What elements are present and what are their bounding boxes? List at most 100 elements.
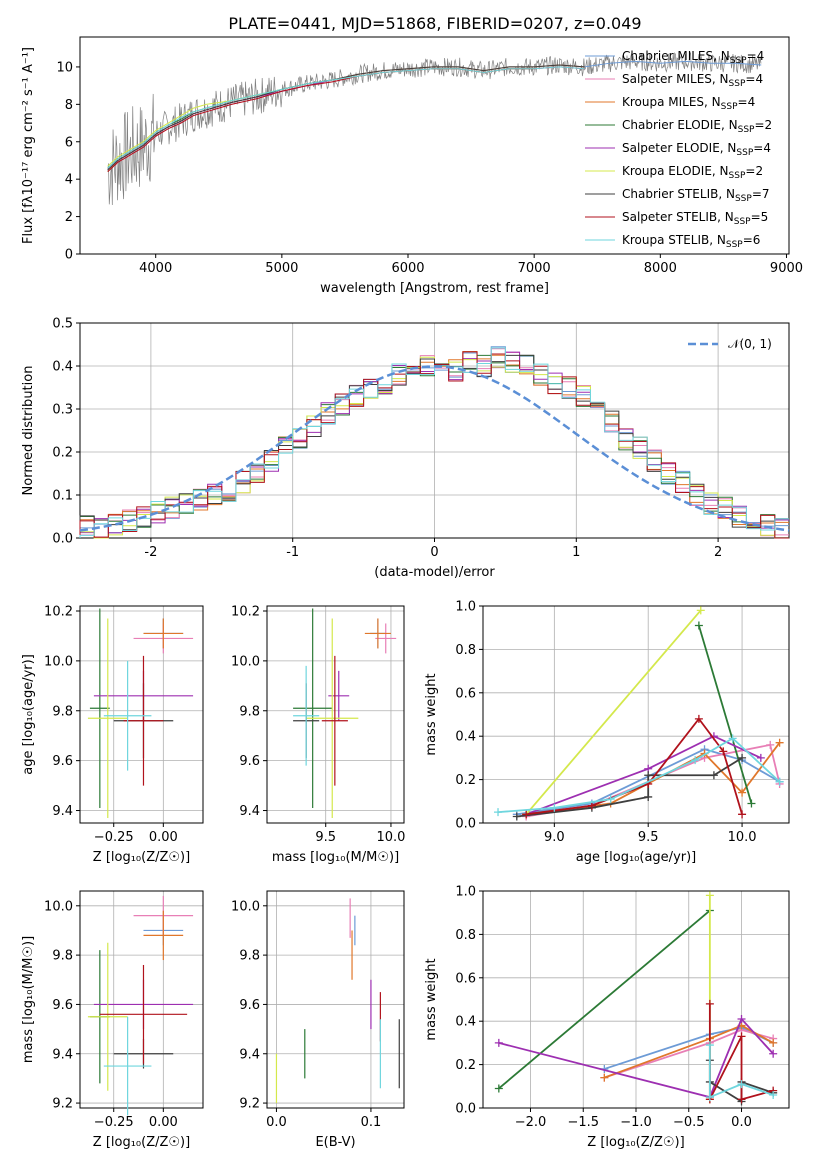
legend-label-kroupa_elodie: Kroupa ELODIE, NSSP=2 xyxy=(622,164,763,181)
marker-chabrier_elodie xyxy=(694,621,703,630)
legend-subscript: SSP xyxy=(736,148,753,158)
x-tick-label: -2 xyxy=(144,545,157,560)
x-axis-label: E(B-V) xyxy=(315,1135,355,1150)
x-tick-label: 0.00 xyxy=(149,1115,178,1130)
y-axis-label: Flux [fλ10⁻¹⁷ erg cm⁻² s⁻¹ A⁻¹] xyxy=(21,47,36,244)
y-tick-label: 0.4 xyxy=(52,360,73,375)
x-axis-label: (data-model)/error xyxy=(374,565,495,580)
marker-salpeter_stelib xyxy=(737,1095,746,1104)
x-tick-label: 10.0 xyxy=(376,830,405,845)
marker-kroupa_stelib xyxy=(775,777,784,786)
marker-kroupa_miles xyxy=(738,788,747,797)
line-salpeter_elodie xyxy=(525,735,762,816)
y-tick-label: 9.4 xyxy=(52,1047,73,1062)
y-tick-label: 0.8 xyxy=(455,928,476,943)
x-tick-label: −2.0 xyxy=(515,1115,547,1130)
y-tick-label: 9.2 xyxy=(239,1097,260,1112)
line-kroupa_stelib xyxy=(708,1045,774,1099)
y-tick-label: 0.6 xyxy=(455,686,476,701)
x-tick-label: −1.0 xyxy=(620,1115,652,1130)
legend-subscript: SSP xyxy=(729,171,746,181)
legend-count: =2 xyxy=(745,164,763,178)
y-tick-label: 9.6 xyxy=(239,754,260,769)
figure-title: PLATE=0441, MJD=51868, FIBERID=0207, z=0… xyxy=(228,14,641,33)
legend-subscript: SSP xyxy=(729,79,746,89)
x-tick-label: 0.1 xyxy=(361,1115,382,1130)
marker-kroupa_stelib xyxy=(691,756,700,765)
marker-chabrier_elodie xyxy=(494,1084,503,1093)
x-tick-label: 0.00 xyxy=(149,830,178,845)
y-tick-label: 10.0 xyxy=(44,899,73,914)
axes-frame xyxy=(79,890,204,1109)
marker-kroupa_miles xyxy=(600,1073,609,1082)
marker-kroupa_elodie xyxy=(705,891,714,900)
x-tick-label: −0.25 xyxy=(94,1115,134,1130)
legend-subscript: SSP xyxy=(734,217,751,227)
x-tick-label: 2 xyxy=(714,545,722,560)
y-tick-label: 10 xyxy=(56,60,73,75)
legend-label-normal: 𝒩(0, 1) xyxy=(728,337,772,351)
x-tick-label: 4000 xyxy=(139,261,172,276)
marker-kroupa_stelib xyxy=(728,734,737,743)
legend-label-kroupa_miles: Kroupa MILES, NSSP=4 xyxy=(622,95,755,112)
marker-chabrier_stelib xyxy=(644,792,653,801)
marker-kroupa_miles xyxy=(775,738,784,747)
y-tick-label: 0.5 xyxy=(52,317,73,332)
y-tick-label: 0.4 xyxy=(455,730,476,745)
marker-kroupa_stelib xyxy=(737,1080,746,1089)
legend-count: =6 xyxy=(743,233,761,247)
y-tick-label: 0.3 xyxy=(52,403,73,418)
y-axis-label: Normed distribution xyxy=(21,366,36,496)
marker-salpeter_stelib xyxy=(522,810,531,819)
marker-chabrier_elodie xyxy=(747,799,756,808)
legend-label-salpeter_miles: Salpeter MILES, NSSP=4 xyxy=(622,72,763,89)
axes-frame xyxy=(266,890,405,1109)
marker-salpeter_elodie xyxy=(494,1038,503,1047)
legend-count: =5 xyxy=(751,210,769,224)
y-tick-label: 9.8 xyxy=(239,704,260,719)
age_vs_Z-chart: −0.25 0.00 9.4 9.6 9.8 10.0 10.2 Z [log₁₀(Z/Z☉)… xyxy=(21,604,204,865)
line-chabrier_elodie xyxy=(498,909,711,1090)
x-tick-label: -1 xyxy=(286,545,299,560)
y-tick-label: 2 xyxy=(65,210,73,225)
legend-subscript: SSP xyxy=(738,125,755,135)
spectrum-chart: 4000 5000 6000 7000 8000 9000 0 2 4 6 8 10 wavelengt… xyxy=(21,36,803,296)
marker-kroupa_stelib xyxy=(550,803,559,812)
marker-salpeter_elodie xyxy=(769,1049,778,1058)
marker-kroupa_stelib xyxy=(705,1093,714,1102)
y-tick-label: 0.0 xyxy=(52,532,73,547)
x-tick-label: 8000 xyxy=(644,261,677,276)
legend-count: =4 xyxy=(747,49,765,63)
y-tick-label: 0.0 xyxy=(455,1102,476,1117)
y-tick-label: 9.2 xyxy=(52,1097,73,1112)
x-tick-label: 10.0 xyxy=(728,830,757,845)
marker-kroupa_stelib xyxy=(705,1041,714,1050)
y-tick-label: 10.0 xyxy=(44,654,73,669)
massweight_vs_age-chart: 9.0 9.5 10.0 0.0 0.2 0.4 0.6 0.8 1.0 age [log₁₀(a… xyxy=(424,600,790,865)
legend-subscript: SSP xyxy=(730,56,747,66)
marker-salpeter_stelib xyxy=(719,747,728,756)
y-tick-label: 9.6 xyxy=(52,998,73,1013)
x-tick-label: 0.0 xyxy=(266,1115,287,1130)
y-tick-label: 10.2 xyxy=(231,604,260,619)
legend-subscript: SSP xyxy=(721,102,738,112)
legend-count: =4 xyxy=(745,72,763,86)
x-tick-label: 1 xyxy=(572,545,580,560)
y-tick-label: 10.0 xyxy=(231,654,260,669)
legend-subscript: SSP xyxy=(726,240,743,250)
y-tick-label: 0.0 xyxy=(455,817,476,832)
line-chabrier_elodie xyxy=(698,625,753,804)
y-tick-label: 0.1 xyxy=(52,489,73,504)
axes-frame xyxy=(482,605,790,824)
marker-salpeter_stelib xyxy=(587,801,596,810)
marker-chabrier_stelib xyxy=(512,812,521,821)
marker-kroupa_miles xyxy=(769,1038,778,1047)
axes-frame xyxy=(79,605,204,824)
y-tick-label: 0.6 xyxy=(455,971,476,986)
marker-kroupa_stelib xyxy=(769,1090,778,1099)
line-salpeter_elodie xyxy=(498,1017,774,1099)
y-tick-label: 9.8 xyxy=(52,949,73,964)
legend-label-kroupa_stelib: Kroupa STELIB, NSSP=6 xyxy=(622,233,760,250)
marker-chabrier_stelib xyxy=(738,753,747,762)
x-tick-label: 6000 xyxy=(391,261,424,276)
